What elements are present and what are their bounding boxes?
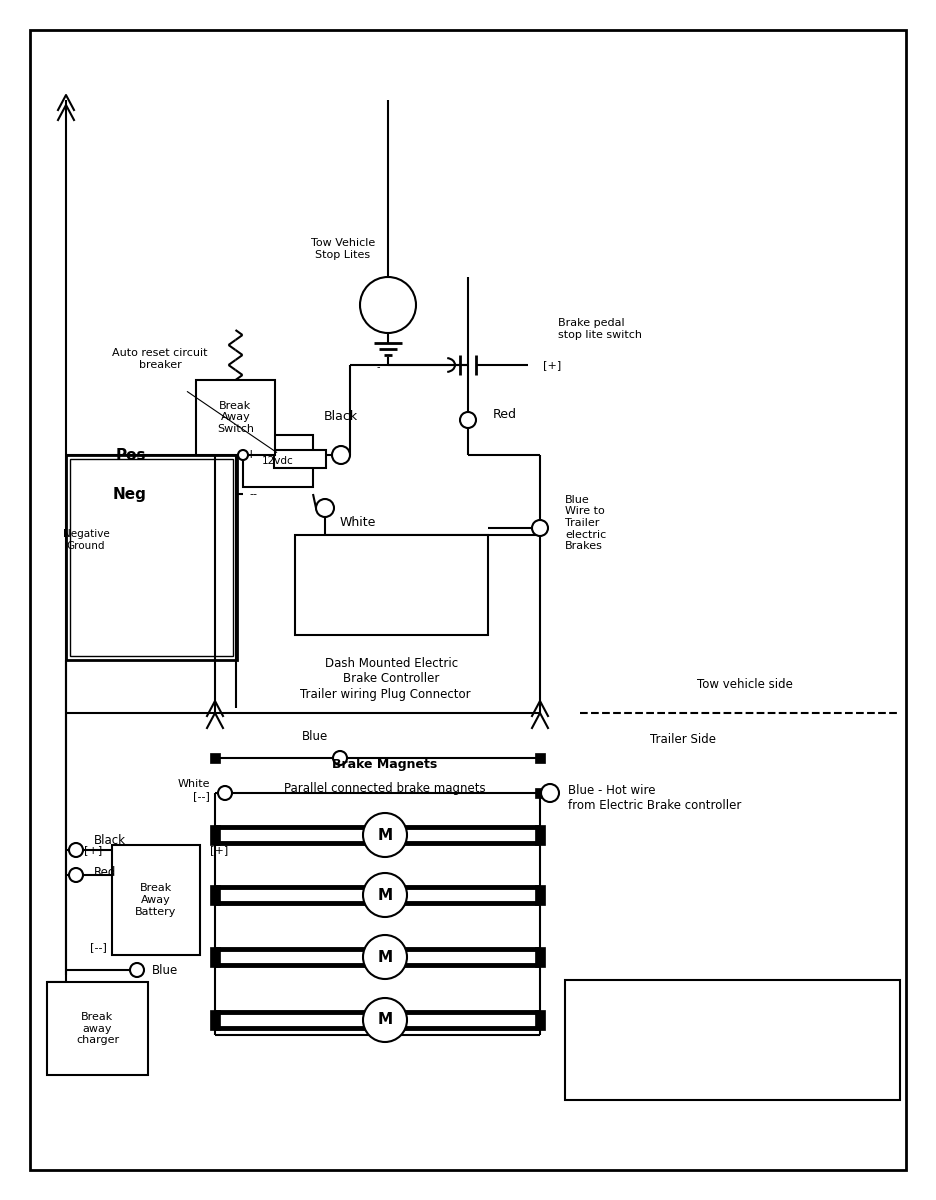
Text: White: White	[340, 516, 376, 529]
Text: Brake pedal
stop lite switch: Brake pedal stop lite switch	[558, 318, 642, 340]
Text: Black: Black	[94, 834, 126, 846]
Text: Blue - Hot wire
from Electric Brake controller: Blue - Hot wire from Electric Brake cont…	[568, 784, 741, 812]
Circle shape	[360, 277, 416, 332]
Circle shape	[316, 499, 334, 517]
Bar	[210, 947, 220, 967]
Text: [+]: [+]	[83, 845, 102, 854]
Circle shape	[541, 784, 559, 802]
Text: Red: Red	[493, 408, 517, 421]
Circle shape	[363, 814, 407, 857]
Bar	[535, 886, 545, 905]
Bar	[196, 380, 275, 455]
Bar	[210, 826, 220, 845]
Circle shape	[363, 998, 407, 1042]
Bar	[535, 1010, 545, 1030]
Circle shape	[69, 842, 83, 857]
Bar	[70, 458, 233, 656]
Text: Tow Vehicle
Stop Lites: Tow Vehicle Stop Lites	[311, 239, 375, 260]
Bar	[565, 980, 900, 1100]
Circle shape	[332, 446, 350, 464]
Text: [--]: [--]	[90, 942, 107, 952]
Bar	[210, 1010, 220, 1030]
Text: -: -	[376, 362, 380, 372]
Text: Break
Away
Battery: Break Away Battery	[136, 883, 177, 917]
Bar	[210, 886, 220, 905]
Bar	[535, 788, 545, 798]
Circle shape	[363, 935, 407, 979]
Bar	[210, 754, 220, 763]
Text: [+]: [+]	[210, 845, 228, 854]
Text: White
[--]: White [--]	[178, 779, 210, 800]
Text: Blue: Blue	[152, 964, 178, 977]
Bar	[112, 845, 200, 955]
Bar	[535, 754, 545, 763]
Bar	[47, 982, 148, 1075]
Text: Parallel connected brake magnets: Parallel connected brake magnets	[285, 782, 486, 794]
Bar	[535, 947, 545, 967]
Text: Auto reset circuit
breaker: Auto reset circuit breaker	[112, 348, 208, 370]
Circle shape	[460, 412, 476, 428]
Text: Break
away
charger: Break away charger	[76, 1012, 119, 1045]
Text: M: M	[377, 1013, 392, 1027]
Text: Blue
Wire to
Trailer
electric
Brakes: Blue Wire to Trailer electric Brakes	[565, 494, 607, 551]
Text: Brake Magnets: Brake Magnets	[332, 758, 438, 770]
Text: Pos: Pos	[115, 448, 146, 462]
Text: +: +	[245, 449, 256, 462]
Text: [+]: [+]	[543, 360, 562, 370]
Text: 12vdc: 12vdc	[262, 456, 294, 466]
Circle shape	[218, 786, 232, 800]
Text: M: M	[377, 949, 392, 965]
Text: Tow vehicle side: Tow vehicle side	[697, 678, 793, 691]
Bar	[243, 434, 313, 487]
Bar	[295, 535, 488, 635]
Text: Trailer Side: Trailer Side	[650, 733, 716, 746]
Bar	[66, 455, 237, 660]
Text: --: --	[249, 490, 257, 499]
Text: Neg: Neg	[112, 486, 146, 502]
Text: Black: Black	[324, 410, 358, 422]
Circle shape	[363, 874, 407, 917]
Text: Negative
Ground: Negative Ground	[63, 529, 110, 551]
Text: Dash Mounted Electric
Brake Controller: Dash Mounted Electric Brake Controller	[325, 658, 458, 685]
Text: Trailer wiring Plug Connector: Trailer wiring Plug Connector	[300, 688, 470, 701]
Text: Red: Red	[94, 866, 116, 880]
Circle shape	[333, 751, 347, 766]
Circle shape	[130, 962, 144, 977]
Circle shape	[238, 450, 248, 460]
Bar	[535, 826, 545, 845]
Text: M: M	[377, 828, 392, 842]
Text: M: M	[377, 888, 392, 902]
Text: Break
Away
Switch: Break Away Switch	[217, 401, 254, 434]
Circle shape	[532, 520, 548, 536]
Text: Blue: Blue	[302, 730, 329, 743]
Bar	[274, 450, 326, 468]
Circle shape	[69, 868, 83, 882]
